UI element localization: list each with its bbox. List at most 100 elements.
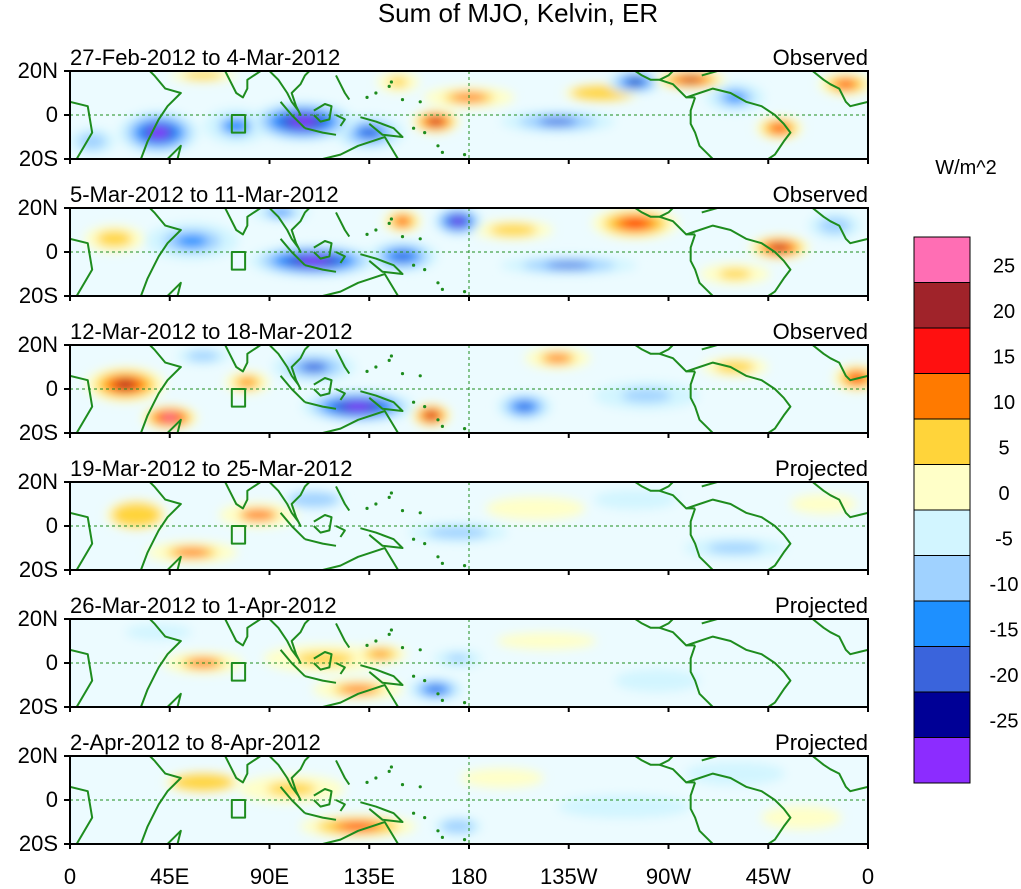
island <box>365 232 369 236</box>
coastline <box>313 240 333 260</box>
panel-status: Projected <box>775 593 868 618</box>
panel-date-range: 27-Feb-2012 to 4-Mar-2012 <box>70 45 340 70</box>
y-tick-label: 20N <box>18 606 58 631</box>
island <box>418 648 422 652</box>
island <box>389 765 394 769</box>
coastline <box>360 390 404 412</box>
coastline <box>224 756 262 784</box>
x-tick-label: 45W <box>746 864 791 889</box>
coastline <box>70 100 94 159</box>
island <box>411 126 416 130</box>
colorbar-swatch <box>913 737 971 784</box>
island <box>440 835 444 840</box>
colorbar-swatch <box>913 509 971 556</box>
y-tick-label: 0 <box>46 102 58 127</box>
coastline <box>811 756 868 793</box>
coastline <box>224 208 262 236</box>
anomaly-contour <box>446 654 470 663</box>
coastline <box>634 208 674 218</box>
island <box>365 369 369 373</box>
y-tick-label: 20S <box>19 420 58 445</box>
x-tick-label: 180 <box>451 864 488 889</box>
anomaly-contour <box>187 351 219 361</box>
anomaly-contour <box>773 125 786 132</box>
coastline <box>322 821 399 844</box>
coastline <box>335 485 351 512</box>
coastline <box>811 345 868 382</box>
y-tick-label: 0 <box>46 239 58 264</box>
island <box>365 643 369 648</box>
colorbar-swatch <box>913 600 971 647</box>
anomaly-contour <box>548 262 589 268</box>
colorbar-label: -15 <box>990 620 1019 642</box>
y-tick-label: 0 <box>46 376 58 401</box>
anomaly-contour <box>426 412 437 419</box>
anomaly-contour <box>344 402 372 411</box>
island <box>365 780 369 785</box>
coastline <box>224 482 262 510</box>
coastline <box>689 645 714 707</box>
island <box>387 769 391 774</box>
anomaly-contour <box>176 234 208 248</box>
colorbar-label: 25 <box>993 256 1015 278</box>
colorbar-label: 5 <box>998 438 1009 460</box>
anomaly-contour <box>171 773 235 792</box>
anomaly-contour <box>360 128 379 138</box>
anomaly-contour <box>288 492 339 508</box>
coastline <box>360 664 404 686</box>
anomaly-contour <box>681 77 700 83</box>
island <box>418 511 422 515</box>
coastline <box>634 756 674 766</box>
island <box>462 564 467 568</box>
y-tick-label: 0 <box>46 513 58 538</box>
anomaly-field <box>70 345 868 433</box>
coastline <box>322 410 399 433</box>
panel-status: Observed <box>773 182 868 207</box>
anomaly-contour <box>441 819 475 834</box>
coastline <box>224 71 262 99</box>
anomaly-contour <box>541 118 575 125</box>
island <box>400 372 405 376</box>
anomaly-contour <box>460 768 544 788</box>
coastline <box>322 136 399 159</box>
colorbar-swatch <box>913 373 971 420</box>
anomaly-contour <box>239 378 255 387</box>
x-tick-label: 135W <box>540 864 598 889</box>
anomaly-contour <box>790 494 857 514</box>
anomaly-contour <box>429 118 442 125</box>
panel-status: Observed <box>773 45 868 70</box>
anomaly-contour <box>517 403 532 410</box>
anomaly-contour <box>624 219 646 228</box>
coastline <box>335 388 346 401</box>
island <box>365 506 369 510</box>
island <box>389 491 394 495</box>
colorbar-swatch <box>913 418 971 465</box>
island <box>387 495 391 499</box>
coastlines <box>70 619 868 707</box>
coastline <box>685 498 792 570</box>
colorbar-label: -25 <box>990 711 1019 733</box>
anomaly-contour <box>111 502 162 528</box>
island <box>400 646 405 650</box>
anomaly-contour <box>593 489 677 510</box>
colorbar-units-label: W/m^2 <box>935 157 997 179</box>
anomaly-contour <box>557 795 691 819</box>
island <box>400 783 405 787</box>
island <box>423 268 427 272</box>
map-panel: 2-Apr-2012 to 8-Apr-2012 Projected 20N 0 20S <box>18 730 869 856</box>
coastline <box>634 345 674 355</box>
coastline <box>279 786 306 814</box>
island <box>423 405 427 409</box>
anomaly-contour <box>621 389 672 403</box>
island <box>440 698 444 703</box>
island <box>462 838 467 842</box>
anomaly-contour <box>707 542 763 554</box>
island <box>440 561 444 566</box>
y-tick-label: 20S <box>19 831 58 856</box>
anomaly-contour <box>485 496 586 520</box>
y-tick-label: 20N <box>18 195 58 220</box>
coastline <box>685 772 792 844</box>
panel-date-range: 2-Apr-2012 to 8-Apr-2012 <box>70 730 321 755</box>
coastline <box>322 273 399 296</box>
anomaly-contour <box>772 244 787 251</box>
